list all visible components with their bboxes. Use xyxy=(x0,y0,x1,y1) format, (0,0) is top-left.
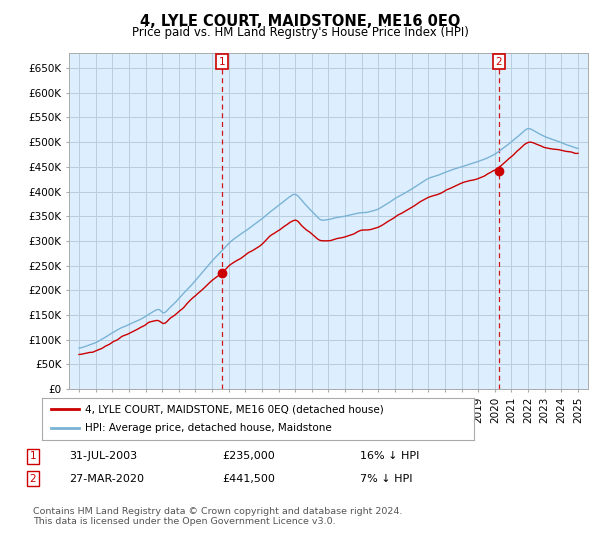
Text: 31-JUL-2003: 31-JUL-2003 xyxy=(69,451,137,461)
Text: 27-MAR-2020: 27-MAR-2020 xyxy=(69,474,144,484)
Text: 4, LYLE COURT, MAIDSTONE, ME16 0EQ (detached house): 4, LYLE COURT, MAIDSTONE, ME16 0EQ (deta… xyxy=(85,404,384,414)
Text: 16% ↓ HPI: 16% ↓ HPI xyxy=(360,451,419,461)
Text: £441,500: £441,500 xyxy=(222,474,275,484)
Text: Contains HM Land Registry data © Crown copyright and database right 2024.
This d: Contains HM Land Registry data © Crown c… xyxy=(33,507,403,526)
Text: HPI: Average price, detached house, Maidstone: HPI: Average price, detached house, Maid… xyxy=(85,423,332,433)
Text: 7% ↓ HPI: 7% ↓ HPI xyxy=(360,474,413,484)
Text: 4, LYLE COURT, MAIDSTONE, ME16 0EQ: 4, LYLE COURT, MAIDSTONE, ME16 0EQ xyxy=(140,14,460,29)
Text: 1: 1 xyxy=(29,451,37,461)
Text: £235,000: £235,000 xyxy=(222,451,275,461)
Text: 2: 2 xyxy=(496,57,502,67)
Text: 1: 1 xyxy=(218,57,225,67)
Text: 2: 2 xyxy=(29,474,37,484)
Text: Price paid vs. HM Land Registry's House Price Index (HPI): Price paid vs. HM Land Registry's House … xyxy=(131,26,469,39)
